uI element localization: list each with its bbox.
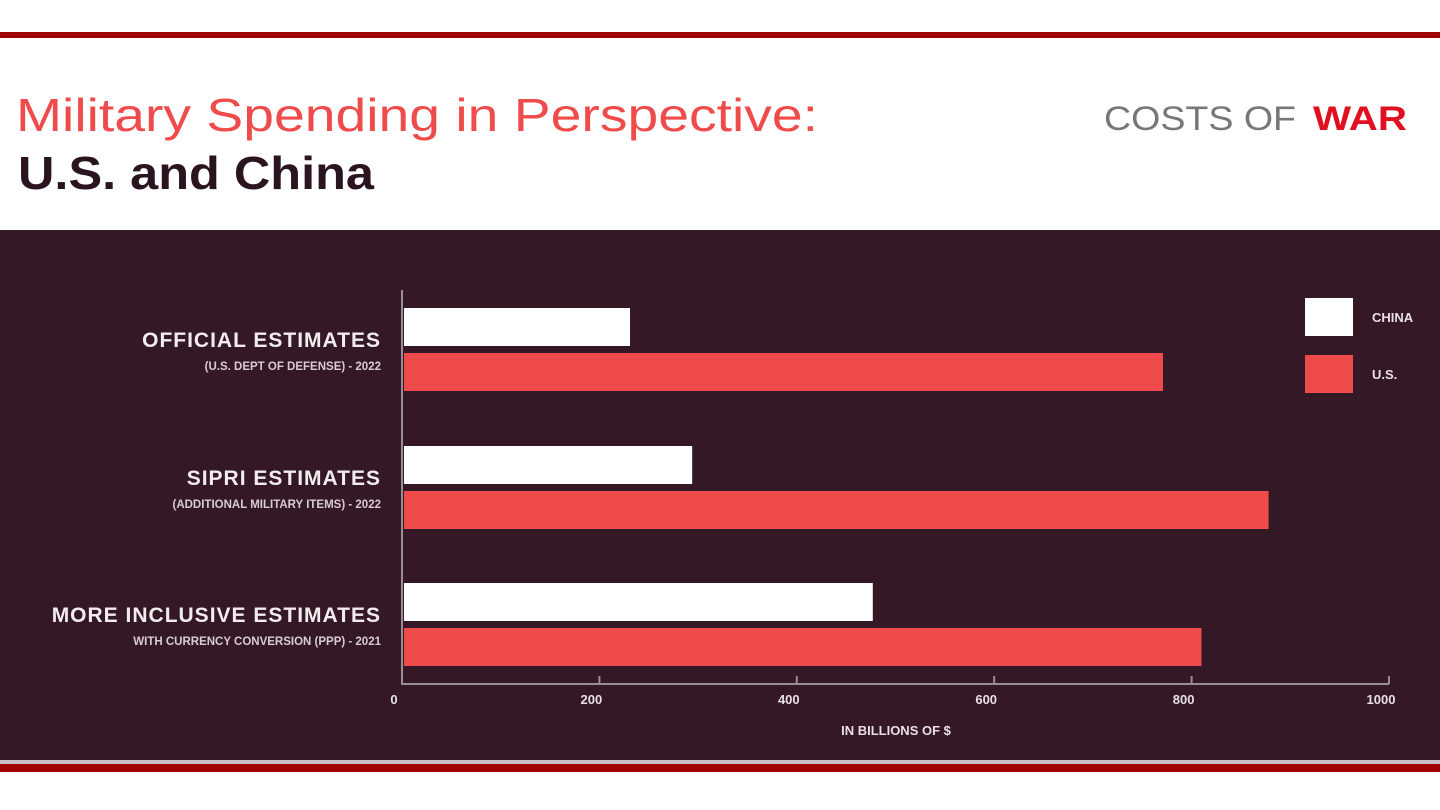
legend-swatch-1 <box>1305 355 1353 393</box>
chart-subtitle: U.S. and China <box>18 147 374 199</box>
x-tick-label: 0 <box>390 692 397 707</box>
x-tick-label: 600 <box>975 692 997 707</box>
legend-label-0: CHINA <box>1372 310 1414 325</box>
bar-us-0 <box>404 353 1163 391</box>
bar-us-1 <box>404 491 1269 529</box>
category-sublabel: (ADDITIONAL MILITARY ITEMS) - 2022 <box>172 499 381 511</box>
x-tick-label: 200 <box>581 692 603 707</box>
category-label: OFFICIAL ESTIMATES <box>142 329 381 352</box>
legend-label-1: U.S. <box>1372 367 1397 382</box>
category-sublabel: WITH CURRENCY CONVERSION (PPP) - 2021 <box>133 636 381 648</box>
bar-us-2 <box>404 628 1202 666</box>
chart-title: Military Spending in Perspective: <box>16 89 818 141</box>
category-label: MORE INCLUSIVE ESTIMATES <box>52 604 381 627</box>
costs-of-war-logo: COSTS OF WAR <box>1104 100 1407 138</box>
category-sublabel: (U.S. DEPT OF DEFENSE) - 2022 <box>205 361 381 373</box>
x-tick-label: 400 <box>778 692 800 707</box>
bottom-rule-light <box>0 760 1440 764</box>
bar-china-1 <box>404 446 693 484</box>
x-tick-label: 800 <box>1173 692 1195 707</box>
logo-text-costs-of: COSTS OF <box>1104 100 1296 138</box>
logo-text-war: WAR <box>1313 100 1407 138</box>
bar-china-0 <box>404 308 630 346</box>
bar-chart: 0 200 400 600 800 1000 IN BILLIONS OF $ OFFICIA… <box>52 290 1414 738</box>
top-rule <box>0 32 1440 38</box>
bottom-rule <box>0 764 1440 772</box>
bar-china-2 <box>404 583 873 621</box>
category-label: SIPRI ESTIMATES <box>187 467 381 490</box>
x-tick-label: 1000 <box>1367 692 1396 707</box>
legend-swatch-0 <box>1305 298 1353 336</box>
x-axis-label: IN BILLIONS OF $ <box>841 723 952 738</box>
